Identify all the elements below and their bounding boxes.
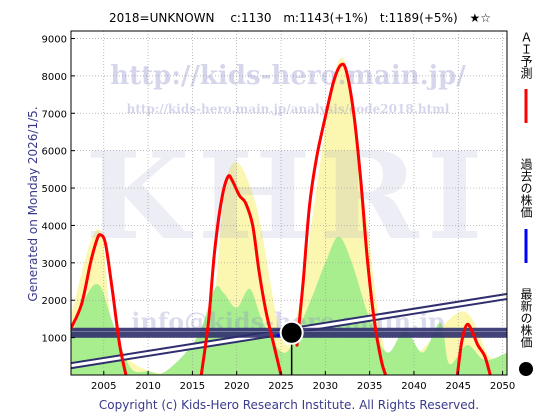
x-tick-label: 2020 [224,381,249,392]
x-tick-label: 2025 [268,381,293,392]
x-tick-label: 2040 [401,381,426,392]
y-tick-label: 7000 [42,109,67,120]
rating-stars: ★☆ [469,11,491,25]
legend-label: 最新の株価 [519,288,533,348]
current-price-marker-group [279,320,304,375]
legend-label: ＡＩ予測 [519,31,533,80]
y-tick-label: 4000 [42,221,67,232]
grid-lines [71,31,507,375]
watermarks: KHRI http://kids-hero.main.jp/ http://ki… [85,61,491,336]
ai-forecast-segment [455,322,492,375]
x-tick-label: 2010 [135,381,160,392]
y-axis-ticks: 1000 2000 3000 4000 5000 6000 7000 8000 9000 [42,34,75,345]
x-tick-label: 2015 [180,381,205,392]
x-tick-label: 2030 [313,381,338,392]
legend-label: 過去の株価 [519,158,533,218]
ai-forecast-segment [295,62,388,375]
ai-forecast-segment [199,174,283,375]
y-tick-label: 2000 [42,296,67,307]
green-band [71,236,507,375]
watermark-url: http://kids-hero.main.jp/ [110,61,466,91]
watermark-analysis-url: http://kids-hero.main.jp/analysis/code20… [127,102,450,116]
plot-area: KHRI http://kids-hero.main.jp/ http://ki… [71,31,507,375]
y-tick-label: 8000 [42,72,67,83]
copyright-footer: Copyright (c) Kids-Hero Research Institu… [99,398,479,412]
current-price-marker [279,320,304,345]
y-tick-label: 1000 [42,334,67,345]
probability-bands [71,57,507,375]
y-tick-label: 6000 [42,147,67,158]
y-tick-label: 3000 [42,259,67,270]
x-axis-ticks: 2005 2010 2015 2020 2025 2030 2035 2040 2045 2050 [91,371,515,392]
x-tick-label: 2050 [490,381,515,392]
target-price-label: t:1189(+5%) [380,11,458,25]
watermark-logo: KHRI [85,126,491,267]
legend-swatch [519,362,533,376]
plot-frame [70,30,508,376]
ai-forecast-segment [71,233,128,375]
x-tick-label: 2035 [357,381,382,392]
stock-code: 2018=UNKNOWN [109,11,215,25]
current-price-label: c:1130 [230,11,271,25]
x-tick-label: 2045 [446,381,471,392]
y-tick-label: 9000 [42,34,67,45]
generated-date: Generated on Monday 2026/1/5. [26,106,40,301]
y-tick-label: 5000 [42,184,67,195]
chart-header: 2018=UNKNOWN c:1130 m:1143(+1%) t:1189(+… [109,11,491,25]
median-price-label: m:1143(+1%) [283,11,368,25]
x-tick-label: 2005 [91,381,116,392]
